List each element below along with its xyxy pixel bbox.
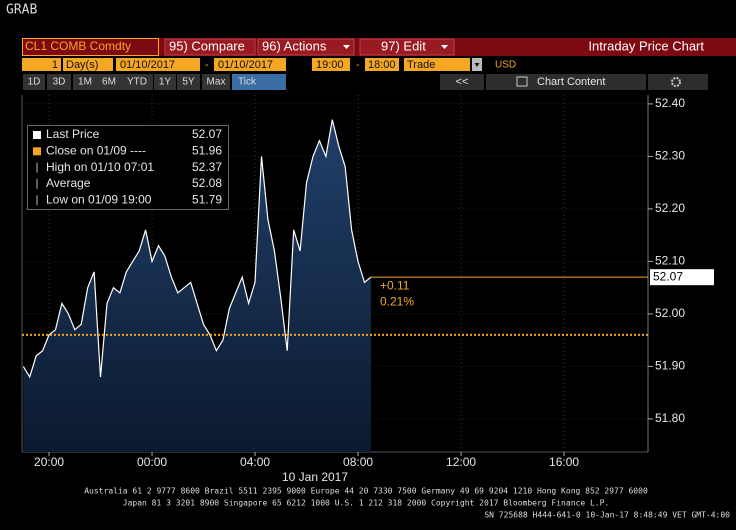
back-button[interactable]: [440, 74, 484, 90]
range-label: 5Y: [182, 77, 195, 88]
last-price-label: 52.07: [653, 269, 683, 283]
change-annotation: +0.11: [380, 278, 410, 292]
chart-icon: [516, 76, 528, 87]
start-date: 01/10/2017: [120, 59, 175, 71]
compare-button[interactable]: [164, 38, 256, 56]
security: CL1 COMB Comdty: [25, 39, 131, 53]
period-count-field[interactable]: [22, 58, 61, 71]
legend-label: Close on 01/09 ----: [46, 143, 146, 157]
legend-value: 52.08: [192, 176, 222, 190]
range-label: 1Y: [159, 77, 172, 88]
range-button[interactable]: [73, 74, 97, 90]
y-tick-label: 52.40: [655, 96, 685, 110]
range-label: 6M: [102, 77, 116, 88]
settings-button[interactable]: [648, 74, 708, 90]
app-label: GRAB: [6, 3, 37, 18]
x-tick-label: 04:00: [240, 455, 270, 469]
dropdown-arrow: [441, 45, 448, 49]
range-label: Tick: [238, 77, 257, 88]
y-tick-label: 51.80: [655, 411, 685, 425]
back-label: <<: [456, 76, 469, 88]
y-tick-label: 52.10: [655, 254, 685, 268]
range-label: 3D: [53, 77, 66, 88]
separator: -: [356, 59, 360, 71]
period-unit: Day(s): [66, 59, 98, 71]
gear-icon: [671, 77, 681, 87]
edit-label: 97) Edit: [381, 38, 426, 53]
start-date-field[interactable]: [116, 58, 200, 71]
legend-box: [27, 125, 229, 210]
view-title: Intraday Price Chart: [588, 38, 704, 53]
range-button[interactable]: [177, 74, 200, 90]
range-button[interactable]: [23, 74, 45, 90]
legend-label: High on 01/10 07:01: [46, 160, 154, 174]
parameter-row: 1 Day(s) 01/10/2017 - 01/10/2017 19:00 -…: [22, 58, 516, 71]
actions-button[interactable]: [257, 38, 355, 56]
legend-value: 52.37: [192, 160, 222, 174]
period-count: 1: [52, 59, 58, 71]
security-input[interactable]: [22, 38, 159, 56]
chart-content-label: Chart Content: [537, 76, 605, 88]
range-label: 1M: [78, 77, 92, 88]
range-button[interactable]: [202, 74, 230, 90]
y-tick-label: 52.00: [655, 306, 685, 320]
legend-value: 52.07: [192, 127, 222, 141]
actions-label: 96) Actions: [262, 38, 327, 53]
footer-line: SN 725688 H444-641-0 10-Jan-17 8:48:49 V…: [484, 511, 730, 520]
legend-swatch: [33, 147, 41, 156]
compare-label: 95) Compare: [169, 38, 245, 53]
last-price-box: [650, 269, 714, 286]
x-tick-label: 20:00: [34, 455, 64, 469]
end-date: 01/10/2017: [218, 59, 273, 71]
x-tick-label: 12:00: [446, 455, 476, 469]
range-button[interactable]: [154, 74, 176, 90]
legend-label: Last Price: [46, 127, 100, 141]
y-tick-label: 52.20: [655, 201, 685, 215]
separator: -: [205, 59, 209, 71]
y-tick-label: 52.30: [655, 149, 685, 163]
start-time-field[interactable]: [312, 58, 350, 71]
field-select[interactable]: [404, 58, 470, 71]
change-annotation: 0.21%: [380, 294, 414, 308]
start-time: 19:00: [316, 59, 344, 71]
chart: 51.80 51.90 52.00 52.10 52.20 52.30 52.40 20:00…: [21, 95, 714, 469]
x-tick-label: 00:00: [137, 455, 167, 469]
dropdown-arrow: [343, 45, 350, 49]
area: [23, 119, 371, 452]
legend-value: 51.96: [192, 143, 222, 157]
legend-swatch: [33, 131, 41, 139]
x-tick-label: 16:00: [549, 455, 579, 469]
legend-value: 51.79: [192, 192, 222, 206]
footer-line: Australia 61 2 9777 8600 Brazil 5511 239…: [84, 487, 648, 496]
end-time-field[interactable]: [365, 58, 399, 71]
x-axis-title: 10 Jan 2017: [282, 470, 348, 484]
legend-label: Low on 01/09 19:00: [46, 192, 152, 206]
legend-label: Average: [46, 176, 91, 190]
edit-button[interactable]: [359, 38, 455, 56]
period-unit-field[interactable]: [63, 58, 113, 71]
range-buttons: 1D 3D 1M 6M YTD 1Y 5Y Max Tick: [23, 74, 286, 90]
range-button[interactable]: [121, 74, 153, 90]
range-label: Max: [207, 77, 226, 88]
range-label: 1D: [28, 77, 41, 88]
range-button[interactable]: [232, 74, 286, 90]
currency: USD: [495, 60, 516, 71]
field: Trade: [407, 59, 435, 71]
end-time: 18:00: [368, 59, 396, 71]
y-tick-label: 51.90: [655, 359, 685, 373]
price-line: [22, 119, 372, 379]
range-button[interactable]: [97, 74, 121, 90]
end-date-field[interactable]: [214, 58, 286, 71]
dropdown-arrow: [474, 63, 480, 67]
footer-line: Japan 81 3 3201 8900 Singapore 65 6212 1…: [123, 499, 609, 508]
range-button[interactable]: [47, 74, 71, 90]
range-label: YTD: [127, 77, 147, 88]
x-tick-label: 08:00: [343, 455, 373, 469]
